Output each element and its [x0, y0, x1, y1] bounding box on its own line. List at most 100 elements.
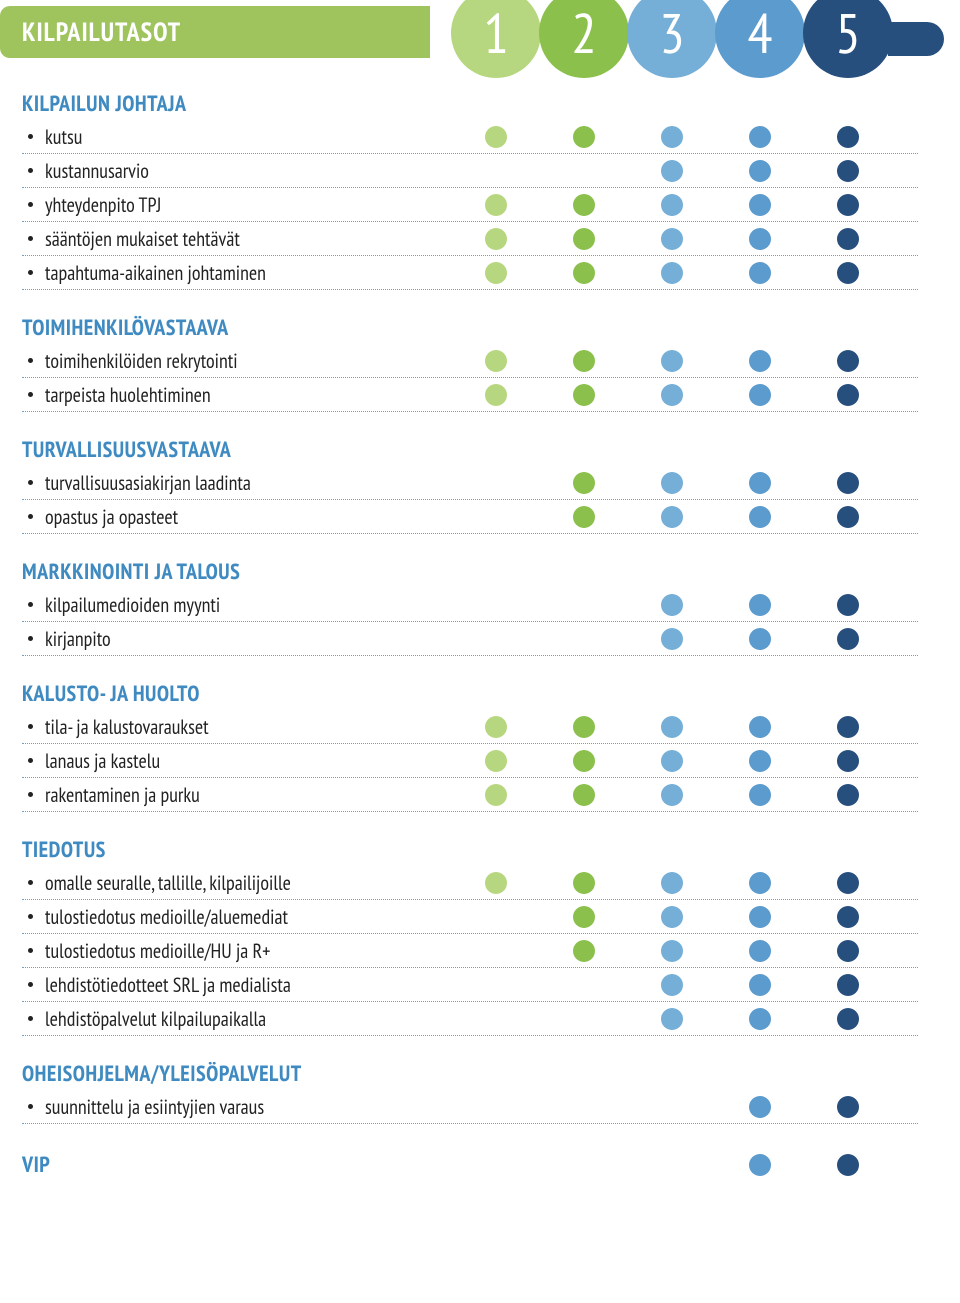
item-label-text: kilpailumedioiden myynti	[45, 592, 220, 618]
dots	[438, 222, 918, 255]
level-dot-3	[661, 350, 683, 372]
item-label-text: lehdistöpalvelut kilpailupaikalla	[45, 1006, 266, 1032]
item-label: lehdistöpalvelut kilpailupaikalla	[22, 1006, 266, 1032]
level-dot-4	[749, 384, 771, 406]
level-dot-5	[837, 472, 859, 494]
item-row: toimihenkilöiden rekrytointi	[22, 344, 918, 378]
dots	[438, 344, 918, 377]
bullet-icon	[28, 724, 33, 729]
item-row: tarpeista huolehtiminen	[22, 378, 918, 412]
level-dot-2	[573, 940, 595, 962]
level-dot-1	[485, 126, 507, 148]
item-row: opastus ja opasteet	[22, 500, 918, 534]
level-dot-5	[837, 1154, 859, 1176]
level-dot-5	[837, 784, 859, 806]
bullet-icon	[28, 636, 33, 641]
level-dot-1	[485, 716, 507, 738]
dots	[438, 778, 918, 811]
bullet-icon	[28, 514, 33, 519]
level-dot-5	[837, 126, 859, 148]
item-row: omalle seuralle, tallille, kilpailijoill…	[22, 866, 918, 900]
level-dot-5	[837, 506, 859, 528]
level-dot-5	[837, 262, 859, 284]
section-title-turvallisuusvastaava: TURVALLISUUSVASTAAVA	[22, 436, 960, 464]
level-dot-2	[573, 194, 595, 216]
dots	[438, 120, 918, 153]
item-row: tulostiedotus medioille/HU ja R+	[22, 934, 918, 968]
level-dot-4	[749, 628, 771, 650]
item-label: toimihenkilöiden rekrytointi	[22, 348, 238, 374]
level-dot-4	[749, 750, 771, 772]
level-dot-3	[661, 384, 683, 406]
item-label: tila- ja kalustovaraukset	[22, 714, 209, 740]
level-dot-2	[573, 872, 595, 894]
dots	[438, 256, 918, 289]
item-row: kirjanpito	[22, 622, 918, 656]
level-dot-5	[837, 594, 859, 616]
section-title-row-vip: VIP	[22, 1148, 918, 1182]
level-dot-4	[749, 228, 771, 250]
item-row: sääntöjen mukaiset tehtävät	[22, 222, 918, 256]
level-dot-4	[749, 126, 771, 148]
item-label: kilpailumedioiden myynti	[22, 592, 220, 618]
item-label: tapahtuma-aikainen johtaminen	[22, 260, 266, 286]
level-dot-3	[661, 906, 683, 928]
bullet-icon	[28, 134, 33, 139]
level-dot-3	[661, 1008, 683, 1030]
item-label-text: omalle seuralle, tallille, kilpailijoill…	[45, 870, 291, 896]
level-dot-3	[661, 126, 683, 148]
item-row: lehdistöpalvelut kilpailupaikalla	[22, 1002, 918, 1036]
level-dot-3	[661, 784, 683, 806]
level-dot-3	[661, 750, 683, 772]
dots	[438, 1090, 918, 1123]
level-dot-4	[749, 784, 771, 806]
level-dot-2	[573, 906, 595, 928]
item-row: kutsu	[22, 120, 918, 154]
item-row: lehdistötiedotteet SRL ja medialista	[22, 968, 918, 1002]
level-dot-4	[749, 1096, 771, 1118]
item-label-text: tapahtuma-aikainen johtaminen	[45, 260, 266, 286]
level-dot-4	[749, 350, 771, 372]
item-label: lanaus ja kastelu	[22, 748, 160, 774]
level-dot-2	[573, 384, 595, 406]
section-title-kilpailun-johtaja: KILPAILUN JOHTAJA	[22, 90, 960, 118]
level-dot-4	[749, 940, 771, 962]
level-dot-4	[749, 594, 771, 616]
level-dot-3	[661, 160, 683, 182]
level-dot-5	[837, 628, 859, 650]
bullet-icon	[28, 914, 33, 919]
dots	[438, 1002, 918, 1035]
level-dot-5	[837, 384, 859, 406]
item-label-text: kirjanpito	[45, 626, 111, 652]
section-title-kalusto-ja-huolto: KALUSTO- JA HUOLTO	[22, 680, 960, 708]
bullet-icon	[28, 358, 33, 363]
item-row: rakentaminen ja purku	[22, 778, 918, 812]
level-dot-4	[749, 974, 771, 996]
item-label-text: kustannusarvio	[45, 158, 149, 184]
level-dot-3	[661, 472, 683, 494]
level-dot-3	[661, 628, 683, 650]
level-dot-1	[485, 384, 507, 406]
item-row: suunnittelu ja esiintyjien varaus	[22, 1090, 918, 1124]
item-label-text: turvallisuusasiakirjan laadinta	[45, 470, 251, 496]
section-title-vip: VIP	[22, 1151, 50, 1179]
dots	[438, 968, 918, 1001]
level-dot-1	[485, 228, 507, 250]
item-row: tila- ja kalustovaraukset	[22, 710, 918, 744]
level-dot-4	[749, 716, 771, 738]
level-dot-5	[837, 872, 859, 894]
level-dot-5	[837, 750, 859, 772]
level-dot-5	[837, 160, 859, 182]
item-label: kirjanpito	[22, 626, 111, 652]
item-label: yhteydenpito TPJ	[22, 192, 161, 218]
level-dot-4	[749, 160, 771, 182]
section-title-toimihenkilovastaava: TOIMIHENKILÖVASTAAVA	[22, 314, 960, 342]
level-dot-2	[573, 228, 595, 250]
level-dot-2	[573, 262, 595, 284]
dots	[438, 900, 918, 933]
bullet-icon	[28, 602, 33, 607]
item-label-text: lanaus ja kastelu	[45, 748, 160, 774]
level-dot-2	[573, 126, 595, 148]
item-label: sääntöjen mukaiset tehtävät	[22, 226, 240, 252]
item-label-text: yhteydenpito TPJ	[45, 192, 161, 218]
